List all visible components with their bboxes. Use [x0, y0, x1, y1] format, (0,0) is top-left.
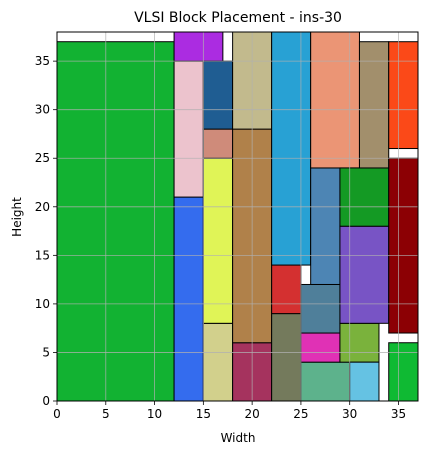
x-tick-label: 25: [293, 407, 308, 421]
block-26: [388, 157, 419, 334]
block-12: [271, 313, 302, 402]
block-16: [300, 332, 341, 363]
block-25: [388, 342, 419, 402]
y-tick-label: 20: [35, 200, 50, 214]
y-axis-label: Height: [10, 197, 24, 237]
block-22: [339, 167, 390, 227]
blocks-layer: [56, 31, 419, 402]
x-tick-label: 10: [147, 407, 162, 421]
y-tick-label: 5: [42, 345, 50, 359]
block-13: [271, 264, 302, 315]
block-17: [300, 283, 341, 334]
block-7: [202, 128, 234, 159]
x-tick-label: 5: [102, 407, 110, 421]
x-tick-label: 30: [342, 407, 357, 421]
x-tick-label: 0: [53, 407, 61, 421]
y-tick-label: 15: [35, 248, 50, 262]
block-4: [173, 31, 224, 62]
y-tick-label: 0: [42, 394, 50, 408]
block-23: [349, 361, 380, 402]
y-tick-label: 30: [35, 103, 50, 117]
block-20: [339, 322, 380, 363]
chart-title: VLSI Block Placement - ins-30: [134, 10, 342, 26]
y-tick-label: 35: [35, 54, 50, 68]
block-15: [300, 361, 351, 402]
block-18: [310, 167, 341, 285]
plot-frame: [56, 31, 419, 402]
y-tick-label: 10: [35, 297, 50, 311]
y-tick-label: 25: [35, 151, 50, 165]
block-3: [173, 60, 204, 198]
block-27: [388, 41, 419, 150]
block-24: [358, 41, 390, 169]
ticks-layer: 0 5 10 15 20 25 30 35 0 5 10 15 20 25 30 35: [35, 54, 406, 421]
x-tick-label: 20: [244, 407, 259, 421]
block-14: [271, 31, 312, 266]
block-1: [56, 41, 175, 402]
block-2: [173, 196, 204, 402]
x-axis-label: Width: [221, 431, 256, 445]
block-21: [339, 225, 390, 324]
block-19: [310, 31, 360, 169]
block-6: [202, 157, 234, 324]
x-tick-label: 35: [391, 407, 406, 421]
block-5: [202, 322, 234, 402]
x-tick-label: 15: [196, 407, 211, 421]
block-8: [202, 60, 234, 130]
